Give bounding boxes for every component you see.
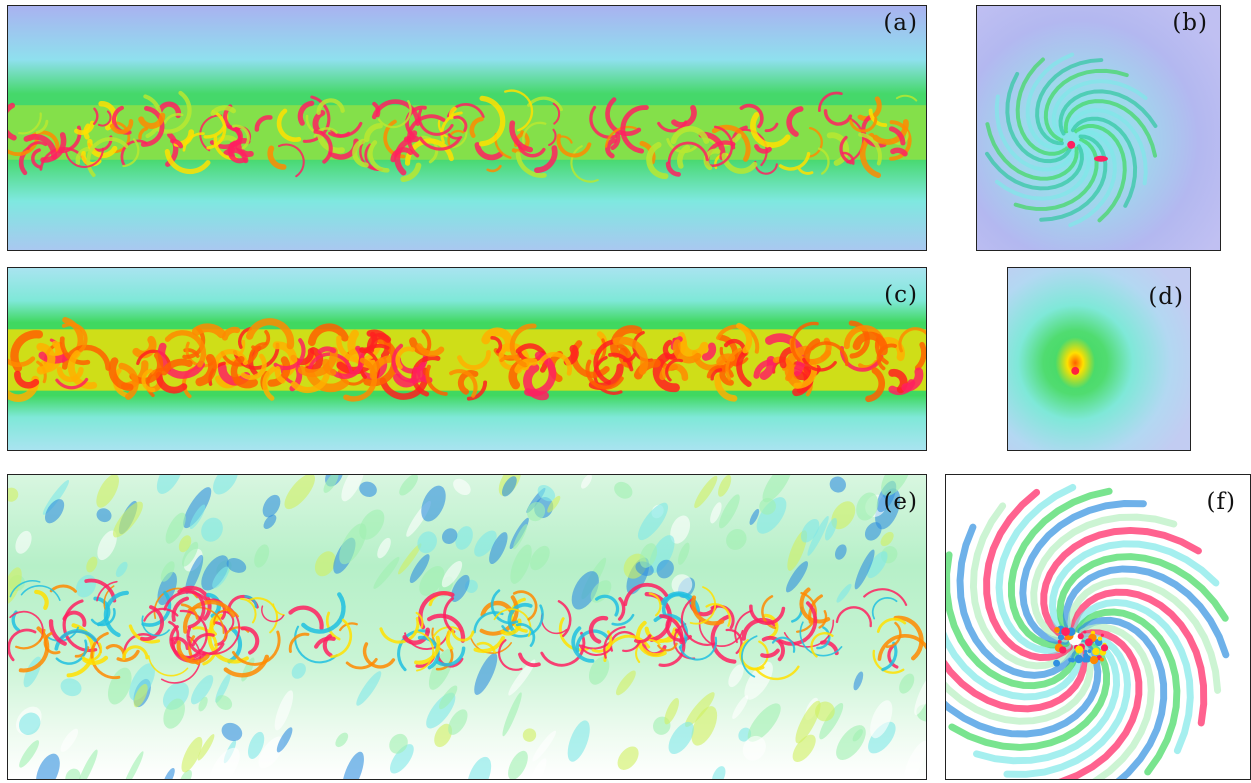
panel-f-top-view: (f) — [945, 474, 1251, 780]
panel-b-field-image — [977, 6, 1220, 250]
panel-c-side-view: (c) — [7, 267, 927, 451]
panel-a-field-image — [8, 6, 926, 250]
panel-d-label: (d) — [1148, 284, 1184, 310]
panel-e-field-image — [8, 475, 926, 779]
panel-f-label: (f) — [1206, 489, 1236, 515]
panel-c-field-image — [8, 268, 926, 450]
panel-f-field-image — [946, 475, 1250, 779]
panel-a-vortex-band — [8, 89, 918, 183]
panel-e-vortex-band — [8, 578, 926, 684]
panel-e-label: (e) — [883, 489, 918, 515]
panel-d-field-image — [1008, 268, 1190, 450]
panel-e-side-view: (e) — [7, 474, 927, 780]
panel-b-top-view: (b) — [976, 5, 1221, 251]
panel-e-streaks — [8, 475, 926, 779]
panel-c-vortex-band — [8, 317, 926, 403]
panel-d-top-view: (d) — [1007, 267, 1191, 451]
panel-a-label: (a) — [883, 10, 918, 36]
panel-c-label: (c) — [884, 282, 918, 308]
panel-b-spiral-arms — [985, 52, 1158, 228]
panel-b-label: (b) — [1172, 10, 1208, 36]
panel-f-spiral-arms — [946, 483, 1230, 779]
panel-a-side-view: (a) — [7, 5, 927, 251]
